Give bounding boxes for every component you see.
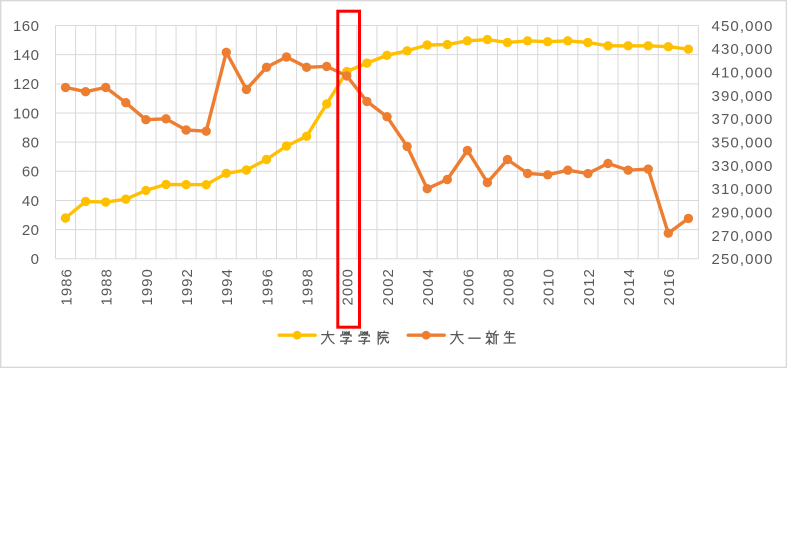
svg-text:370,000: 370,000 <box>712 111 774 128</box>
svg-text:2000: 2000 <box>340 268 357 305</box>
svg-text:1996: 1996 <box>259 268 276 305</box>
svg-text:60: 60 <box>22 164 40 181</box>
svg-text:2012: 2012 <box>581 268 598 305</box>
svg-text:2014: 2014 <box>621 268 638 305</box>
svg-text:390,000: 390,000 <box>712 88 774 105</box>
svg-text:270,000: 270,000 <box>712 228 774 245</box>
svg-text:20: 20 <box>22 222 40 239</box>
svg-text:2008: 2008 <box>500 268 517 305</box>
svg-text:100: 100 <box>13 105 40 122</box>
svg-text:80: 80 <box>22 134 40 151</box>
svg-text:1986: 1986 <box>58 268 75 305</box>
svg-text:290,000: 290,000 <box>712 204 774 221</box>
svg-text:250,000: 250,000 <box>712 251 774 268</box>
svg-text:2002: 2002 <box>380 268 397 305</box>
svg-text:310,000: 310,000 <box>712 181 774 198</box>
svg-text:330,000: 330,000 <box>712 158 774 175</box>
svg-text:1998: 1998 <box>300 268 317 305</box>
svg-text:350,000: 350,000 <box>712 134 774 151</box>
svg-text:140: 140 <box>13 47 40 64</box>
svg-text:1994: 1994 <box>219 268 236 305</box>
svg-text:1992: 1992 <box>179 268 196 305</box>
svg-text:1988: 1988 <box>99 268 116 305</box>
svg-text:120: 120 <box>13 76 40 93</box>
svg-text:160: 160 <box>13 18 40 35</box>
svg-text:410,000: 410,000 <box>712 64 774 81</box>
svg-text:2004: 2004 <box>420 268 437 305</box>
svg-text:1990: 1990 <box>139 268 156 305</box>
svg-text:2010: 2010 <box>541 268 558 305</box>
svg-text:2016: 2016 <box>661 268 678 305</box>
svg-text:450,000: 450,000 <box>712 18 774 35</box>
svg-text:0: 0 <box>31 251 40 268</box>
svg-text:430,000: 430,000 <box>712 41 774 58</box>
svg-text:2006: 2006 <box>460 268 477 305</box>
svg-text:40: 40 <box>22 193 40 210</box>
